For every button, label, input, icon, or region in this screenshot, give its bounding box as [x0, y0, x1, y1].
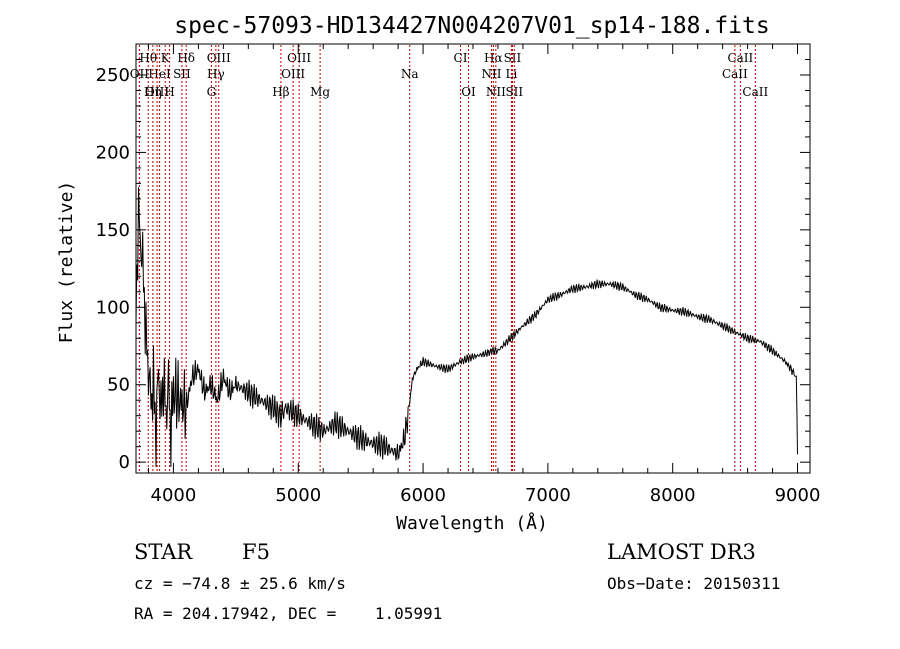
marker-label: HeI	[148, 67, 171, 81]
marker-label: K	[161, 51, 171, 65]
marker-label: SII	[173, 67, 191, 81]
observation-date: Obs−Date: 20150311	[607, 574, 781, 593]
marker-label: Hθ	[139, 51, 157, 65]
x-tick-label: 9000	[775, 485, 821, 506]
marker-label: OIII	[281, 67, 305, 81]
marker-label: NII	[481, 67, 501, 81]
survey-name: LAMOST DR3	[607, 540, 756, 564]
object-class: STAR	[134, 540, 193, 564]
marker-label: OII	[130, 67, 150, 81]
marker-label: Hβ	[272, 85, 289, 99]
y-tick-label: 150	[96, 220, 130, 241]
marker-label: CaII	[742, 85, 768, 99]
y-tick-label: 250	[96, 65, 130, 86]
plot-frame	[135, 43, 811, 474]
x-tick-label: 5000	[275, 485, 321, 506]
marker-label: SII	[504, 51, 522, 65]
spectrum-line	[135, 187, 798, 468]
x-axis-label: Wavelength (Å)	[396, 512, 548, 534]
marker-label: CaII	[727, 51, 753, 65]
marker-label: OI	[461, 85, 476, 99]
marker-label: G	[207, 85, 217, 99]
marker-label: CI	[454, 51, 468, 65]
marker-label: OIII	[207, 51, 231, 65]
coordinates-readout: RA = 204.17942, DEC = 1.05991	[134, 604, 443, 623]
redshift-readout: cz = −74.8 ± 25.6 km/s	[134, 574, 346, 593]
y-tick-label: 100	[96, 297, 130, 318]
marker-label: Hδ	[177, 51, 195, 65]
marker-label: NII	[486, 85, 506, 99]
axes: 4000 5000 6000 7000 8000 9000 0 50 100 150 200 250	[96, 44, 821, 506]
x-tick-label: 8000	[650, 485, 696, 506]
y-tick-label: 50	[107, 375, 130, 396]
chart-title: spec-57093-HD134427N004207V01_sp14-188.f…	[174, 13, 769, 39]
x-tick-label: 7000	[525, 485, 571, 506]
marker-label: Na	[401, 67, 419, 81]
marker-label: OIII	[287, 51, 311, 65]
x-tick-label: 6000	[400, 485, 446, 506]
marker-label: Hη	[144, 85, 162, 99]
marker-label: SII	[505, 85, 523, 99]
marker-label: H	[164, 85, 174, 99]
marker-label: CaII	[722, 67, 748, 81]
marker-label: OIII	[145, 85, 169, 99]
y-tick-label: 0	[119, 452, 130, 473]
marker-label: Hγ	[207, 67, 225, 81]
marker-label: Mg	[310, 85, 330, 99]
marker-label: Li	[506, 67, 518, 81]
y-axis-label: Flux (relative)	[56, 181, 77, 344]
object-subclass: F5	[242, 540, 270, 564]
x-tick-label: 4000	[151, 485, 197, 506]
y-tick-label: 200	[96, 142, 130, 163]
marker-label: Hα	[484, 51, 503, 65]
